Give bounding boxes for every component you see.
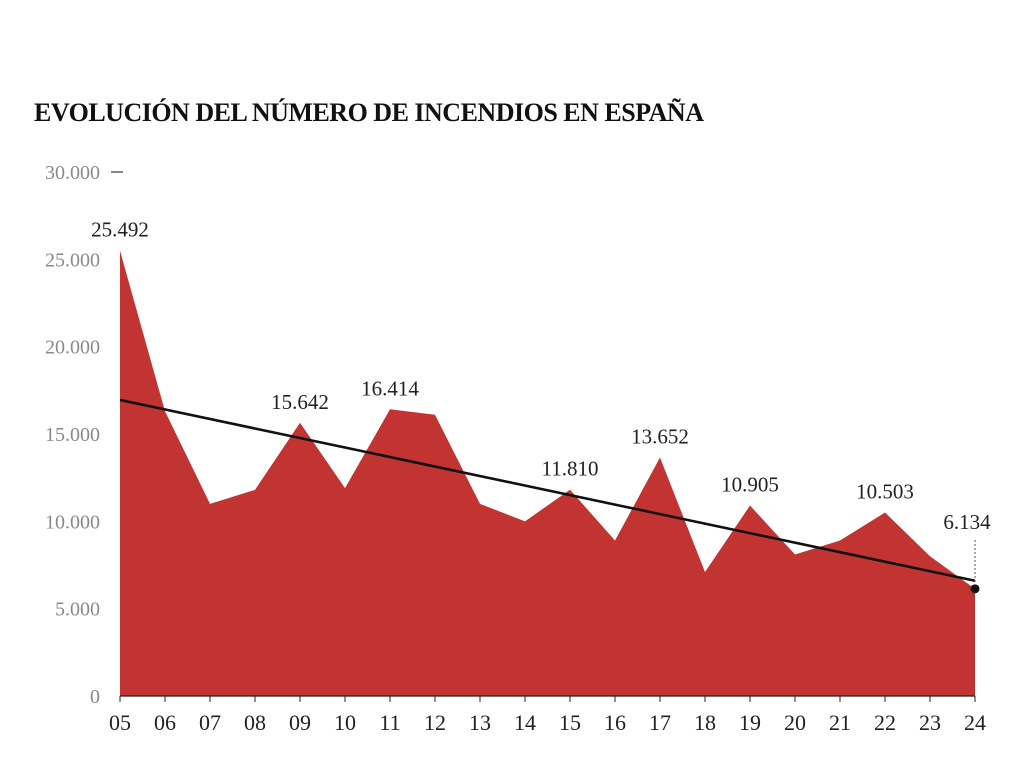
- x-tick-label-4: 09: [289, 710, 311, 735]
- data-label-17: 10.503: [856, 480, 914, 504]
- chart-title: EVOLUCIÓN DEL NÚMERO DE INCENDIOS EN ESP…: [34, 98, 704, 127]
- x-tick-label-19: 24: [964, 710, 986, 735]
- x-tick-label-6: 11: [379, 710, 400, 735]
- x-tick-label-18: 23: [919, 710, 941, 735]
- x-tick-label-3: 08: [244, 710, 266, 735]
- x-tick-label-7: 12: [424, 710, 446, 735]
- y-tick-label-5: 25.000: [45, 249, 100, 271]
- x-tick-label-2: 07: [199, 710, 221, 735]
- last-point-marker: [970, 584, 980, 594]
- x-tick-label-16: 21: [829, 710, 851, 735]
- data-label-14: 10.905: [721, 473, 779, 497]
- x-tick-label-0: 05: [109, 710, 131, 735]
- x-tick-label-12: 17: [649, 710, 671, 735]
- data-label-6: 16.414: [361, 376, 419, 400]
- y-tick-label-2: 10.000: [45, 511, 100, 533]
- y-tick-label-3: 15.000: [45, 424, 100, 446]
- x-tick-label-15: 20: [784, 710, 806, 735]
- y-tick-label-1: 5.000: [55, 599, 100, 621]
- area-series: [120, 250, 975, 696]
- x-tick-label-14: 19: [739, 710, 761, 735]
- data-label-0: 25.492: [91, 218, 149, 242]
- x-tick-label-13: 18: [694, 710, 716, 735]
- x-tick-label-1: 06: [154, 710, 176, 735]
- data-label-10: 11.810: [542, 457, 599, 481]
- y-tick-label-0: 0: [90, 686, 100, 708]
- x-tick-label-5: 10: [334, 710, 356, 735]
- data-label-4: 15.642: [271, 390, 329, 414]
- y-tick-label-4: 20.000: [45, 337, 100, 359]
- x-tick-label-9: 14: [514, 710, 536, 735]
- x-tick-label-10: 15: [559, 710, 581, 735]
- data-label-12: 13.652: [631, 425, 689, 449]
- x-tick-label-11: 16: [604, 710, 626, 735]
- x-tick-label-17: 22: [874, 710, 896, 735]
- data-label-19: 6.134: [943, 510, 991, 534]
- trend-line: [119, 398, 976, 582]
- y-tick-label-6: 30.000: [45, 162, 100, 184]
- x-tick-label-8: 13: [469, 710, 491, 735]
